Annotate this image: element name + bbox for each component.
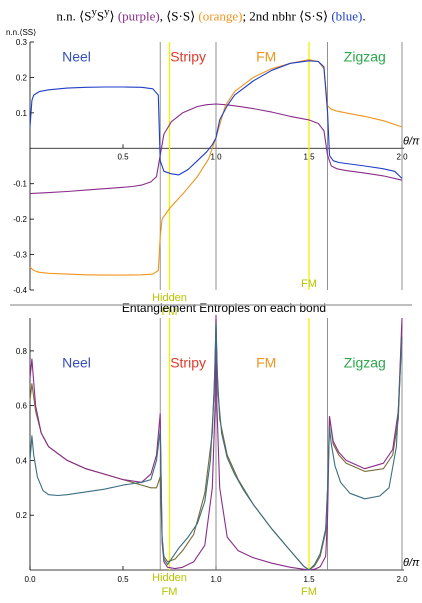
figure-caption: n.n. ⟨SySy⟩ (purple), ⟨S·S⟩ (orange); 2n… <box>56 6 366 24</box>
y-tick-label: -0.3 <box>13 251 27 260</box>
y-tick-label: 0.2 <box>16 73 28 82</box>
chart-panel-2: Entanglement Entropies on each bond θ/π 0.… <box>16 301 420 598</box>
series-line-purple <box>29 103 403 195</box>
y-tick-label: -0.2 <box>13 215 27 224</box>
region-label: Stripy <box>170 48 206 64</box>
y-tick-label: 0.1 <box>16 109 28 118</box>
x-tick-label: 1.5 <box>303 575 315 584</box>
series-line-purple <box>29 314 403 571</box>
phase-annotation: Hidden <box>152 572 187 584</box>
region-label: Neel <box>62 48 91 64</box>
region-label: Zigzag <box>344 48 386 64</box>
chart-title: Entanglement Entropies on each bond <box>122 301 326 315</box>
phase-annotation: FM <box>301 278 317 290</box>
caption-blue: (blue) <box>331 8 363 24</box>
x-tick-label: 0.5 <box>117 152 129 161</box>
phase-annotation: FM <box>162 586 178 598</box>
y-tick-label: 0.2 <box>16 511 28 520</box>
y-tick-label: -0.1 <box>13 180 27 189</box>
x-tick-label: 1.0 <box>210 575 222 584</box>
x-axis-label: θ/π <box>403 557 420 569</box>
y-tick-label: 0.4 <box>16 456 28 465</box>
region-label: Zigzag <box>344 354 386 370</box>
y-axis-label: n.n.⟨SS⟩ <box>6 28 36 37</box>
chart-panel-1: n.n.⟨SS⟩θ/π0.30.20.1-0.1-0.2-0.3-0.40.5 1… <box>6 28 420 318</box>
y-tick-label: 0.6 <box>16 402 28 411</box>
x-tick-label: 2.0 <box>396 575 408 584</box>
series-line-blue <box>29 60 403 179</box>
region-label: FM <box>256 48 276 64</box>
region-label: FM <box>256 354 276 370</box>
x-axis-label: θ/π <box>403 135 420 147</box>
caption-purple: (purple) <box>117 8 160 24</box>
x-tick-label: 0.5 <box>117 575 129 584</box>
caption-orange: (orange) <box>198 8 243 24</box>
phase-annotation: FM <box>301 586 317 598</box>
phase-annotation: FM <box>162 306 178 318</box>
region-label: Stripy <box>170 354 206 370</box>
y-tick-label: -0.4 <box>13 286 27 295</box>
y-tick-label: 0.3 <box>16 38 28 47</box>
phase-annotation: Hidden <box>152 292 187 304</box>
series-line-teal <box>29 322 403 571</box>
x-tick-label: 0.0 <box>24 575 36 584</box>
series-line-orange <box>29 59 403 276</box>
region-label: Neel <box>62 354 91 370</box>
y-tick-label: 0.8 <box>16 347 28 356</box>
